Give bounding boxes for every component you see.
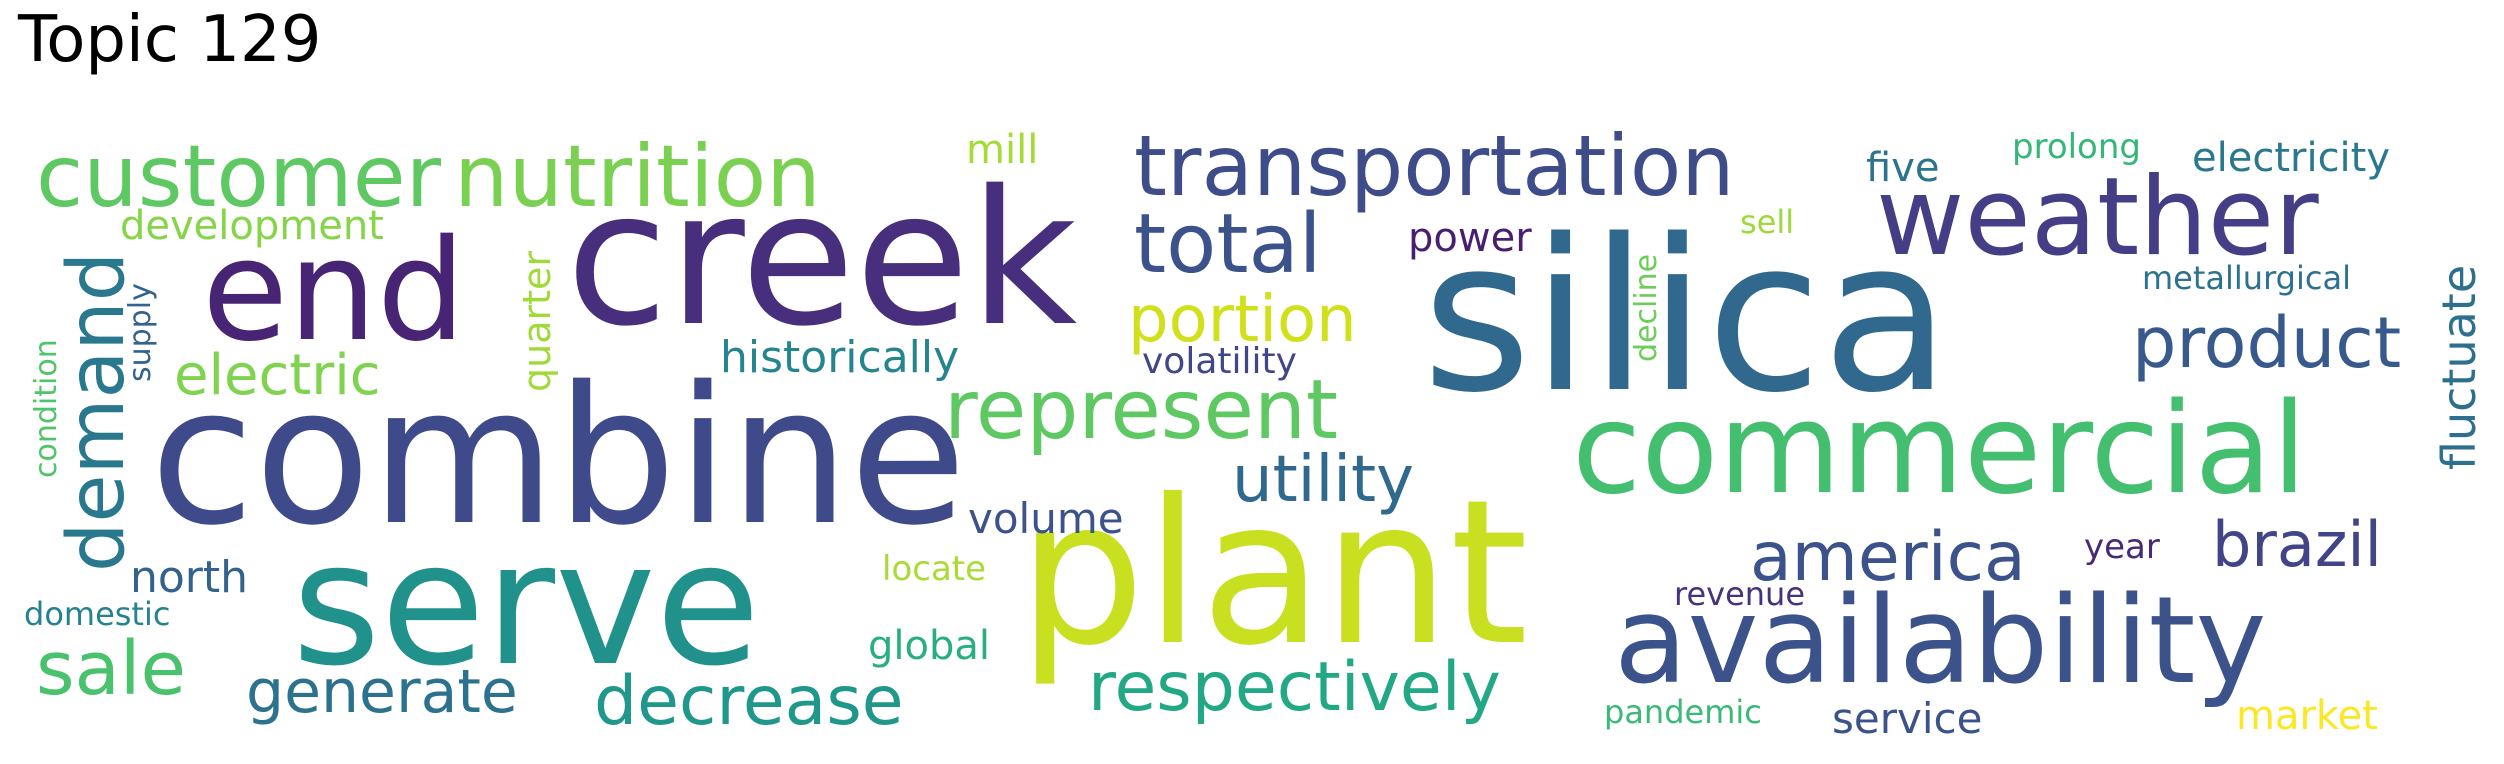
word-fluctuate: fluctuate xyxy=(2432,264,2486,470)
word-total: total xyxy=(1134,197,1322,292)
word-volume: volume xyxy=(968,494,1124,543)
word-revenue: revenue xyxy=(1674,575,1806,613)
word-year: year xyxy=(2084,527,2160,567)
word-service: service xyxy=(1832,694,1983,743)
word-sell: sell xyxy=(1740,203,1795,241)
word-quarter: quarter xyxy=(515,250,559,392)
word-volatility: volatility xyxy=(1142,341,1297,382)
word-brazil: brazil xyxy=(2212,508,2382,581)
word-north: north xyxy=(130,552,249,603)
word-metallurgical: metallurgical xyxy=(2142,259,2351,297)
word-decrease: decrease xyxy=(594,662,904,741)
word-transportation: transportation xyxy=(1134,117,1735,215)
word-power: power xyxy=(1408,215,1532,261)
word-electric: electric xyxy=(174,343,381,408)
word-global: global xyxy=(868,623,990,669)
word-nutrition: nutrition xyxy=(454,127,821,227)
word-weather: weather xyxy=(1876,155,2319,280)
word-america: america xyxy=(1750,518,2026,597)
word-electricity: electricity xyxy=(2192,135,2391,181)
word-five: five xyxy=(1866,145,1940,191)
word-plant: plant xyxy=(1018,457,1529,690)
word-product: product xyxy=(2132,302,2402,384)
word-generate: generate xyxy=(246,657,518,727)
word-domestic: domestic xyxy=(24,595,171,633)
word-creek: creek xyxy=(566,150,1078,367)
word-decline: decline xyxy=(1629,253,1664,362)
word-portion: portion xyxy=(1128,283,1357,357)
word-combine: combine xyxy=(150,346,967,567)
word-historically: historically xyxy=(720,332,960,383)
figure-title: Topic 129 xyxy=(18,3,322,77)
word-sale: sale xyxy=(36,626,186,712)
word-commercial: commercial xyxy=(1572,375,2307,522)
word-availability: availability xyxy=(1614,572,2267,711)
word-locate: locate xyxy=(882,549,987,589)
word-silica: silica xyxy=(1422,194,1951,439)
word-condition: condition xyxy=(29,339,64,478)
word-mill: mill xyxy=(966,127,1039,173)
word-pandemic: pandemic xyxy=(1604,693,1762,731)
word-prolong: prolong xyxy=(2012,127,2141,167)
word-end: end xyxy=(202,210,466,373)
word-represent: represent xyxy=(944,363,1339,458)
word-customer: customer xyxy=(36,127,441,227)
word-utility: utility xyxy=(1232,443,1414,517)
word-supply: supply xyxy=(123,283,158,382)
word-market: market xyxy=(2236,693,2378,739)
word-respectively: respectively xyxy=(1088,648,1501,727)
word-development: development xyxy=(120,203,384,249)
word-serve: serve xyxy=(292,506,761,704)
